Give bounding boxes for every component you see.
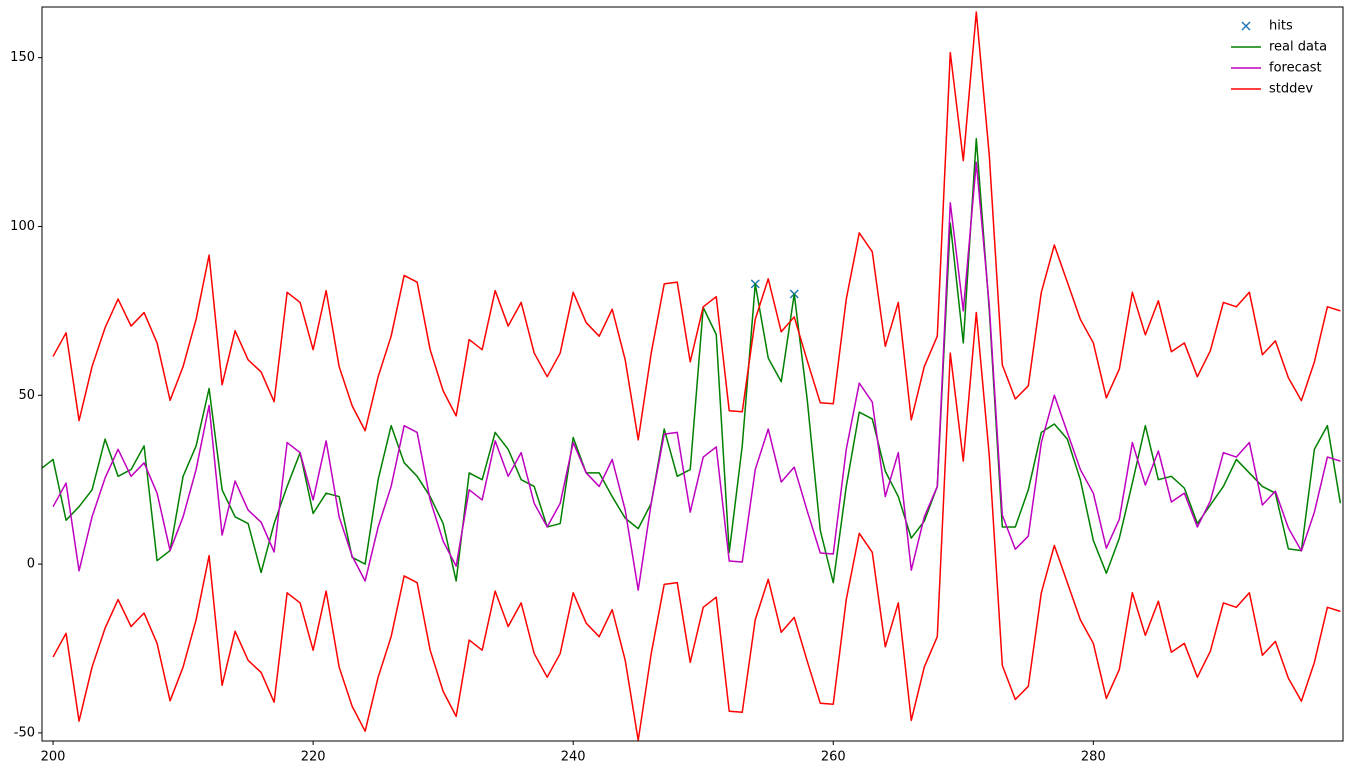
y-tick-label: 100	[10, 219, 35, 234]
x-tick-label: 220	[301, 750, 326, 765]
legend-label: hits	[1269, 19, 1293, 34]
axes-frame	[41, 6, 1344, 742]
x-tick-label: 240	[561, 750, 586, 765]
x-tick-label: 280	[1081, 750, 1106, 765]
x-tick-label: 200	[41, 750, 66, 765]
y-tick-label: 0	[27, 557, 35, 572]
plot-area	[42, 11, 1342, 741]
y-tick-label: 50	[18, 388, 35, 403]
series-line	[42, 137, 1342, 584]
y-tick-label: -50	[14, 725, 35, 740]
x-tick-label: 260	[821, 750, 846, 765]
series-line	[52, 11, 1341, 441]
legend-label: forecast	[1269, 61, 1322, 76]
series-line	[52, 161, 1341, 591]
series-line	[52, 311, 1341, 741]
legend-marker	[1241, 21, 1251, 31]
legend-label: real data	[1269, 40, 1327, 55]
y-tick-label: 150	[10, 50, 35, 65]
legend-label: stddev	[1269, 82, 1313, 97]
